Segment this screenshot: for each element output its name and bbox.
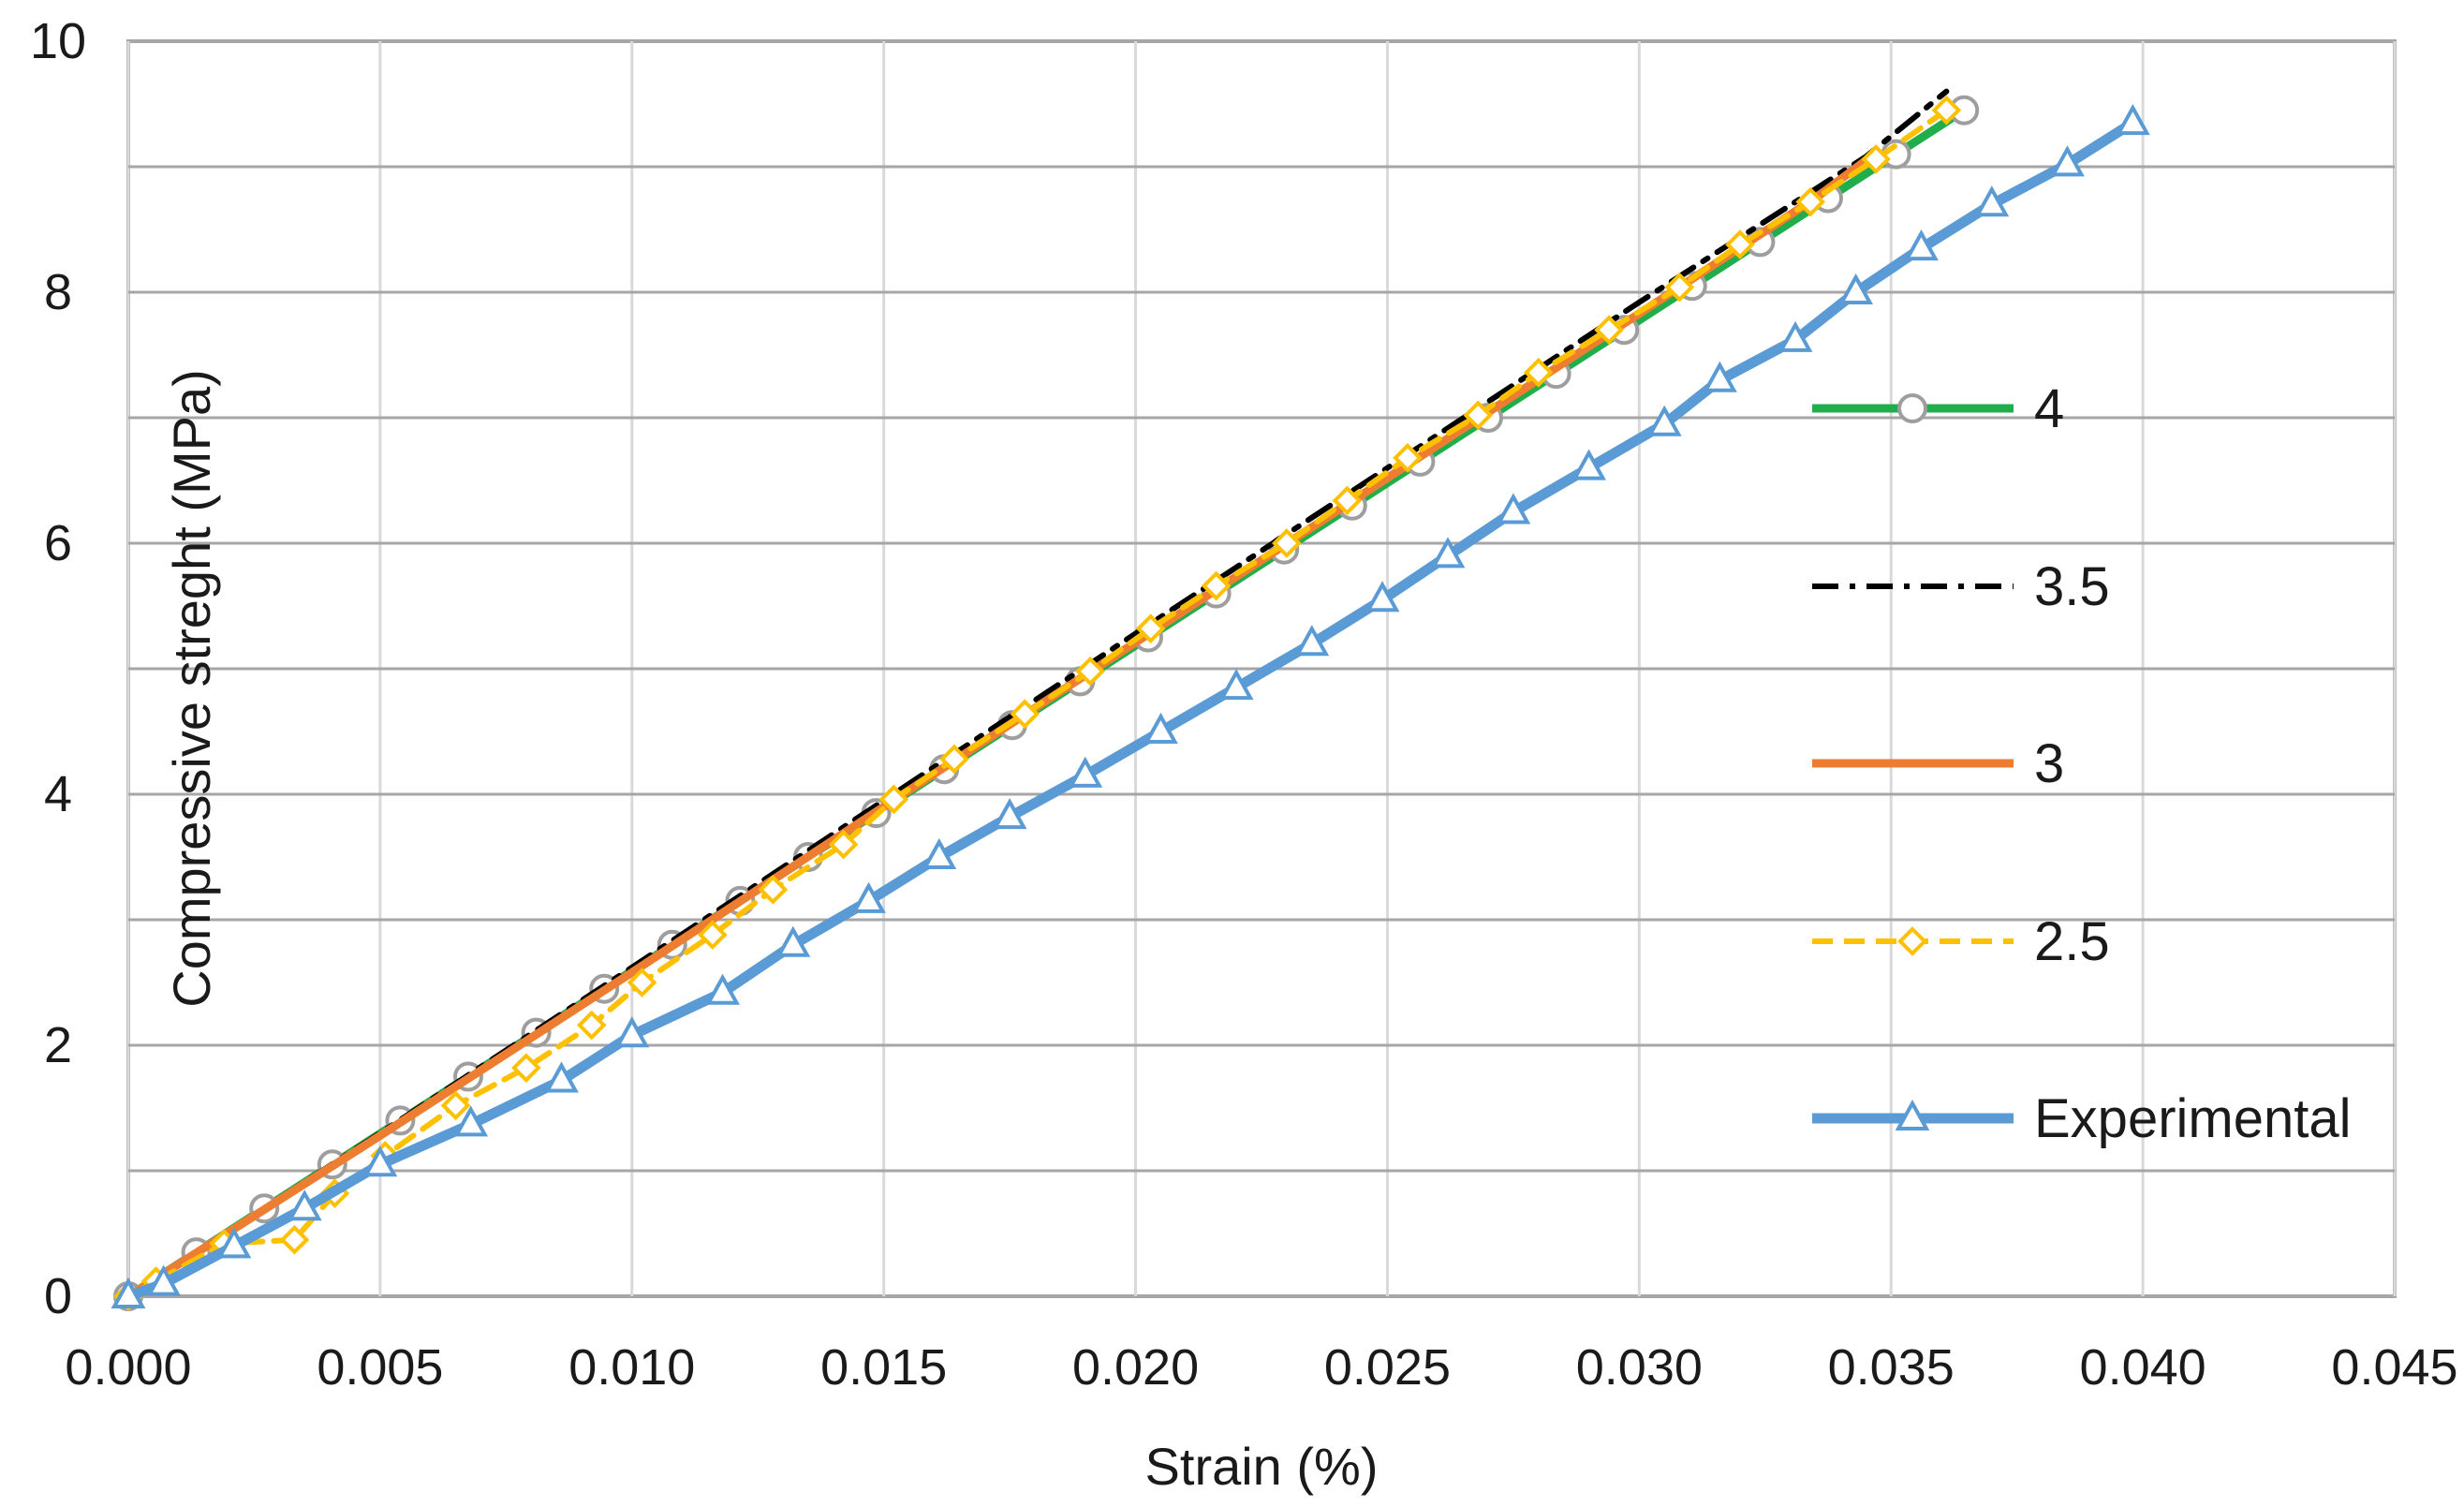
y-tick-label: 8 [44, 264, 72, 320]
legend-marker [1899, 395, 1925, 421]
y-tick-label: 0 [44, 1268, 72, 1324]
x-tick-label: 0.030 [1576, 1339, 1703, 1396]
x-tick-label: 0.015 [820, 1339, 947, 1396]
y-axis-title: Compressive streght (MPa) [162, 369, 221, 1008]
legend-label: 4 [2034, 378, 2064, 439]
x-tick-label: 0.045 [2331, 1339, 2457, 1396]
x-tick-label: 0.005 [317, 1339, 443, 1396]
y-tick-label: 4 [44, 766, 72, 822]
legend-label: 2.5 [2034, 911, 2110, 972]
y-tick-label: 6 [44, 515, 72, 571]
x-tick-labels: 0.000 0.005 0.010 0.015 0.020 0.025 0.030 0.035… [65, 1339, 2457, 1396]
x-tick-label: 0.000 [65, 1339, 191, 1396]
y-tick-label: 10 [30, 13, 86, 69]
x-tick-label: 0.020 [1072, 1339, 1199, 1396]
x-tick-label: 0.010 [568, 1339, 695, 1396]
y-tick-labels: 0 2 4 6 8 10 [30, 13, 86, 1324]
y-tick-label: 2 [44, 1017, 72, 1073]
x-tick-label: 0.040 [2080, 1339, 2206, 1396]
x-tick-label: 0.025 [1324, 1339, 1451, 1396]
legend-label: Experimental [2034, 1088, 2351, 1149]
x-axis-title: Strain (%) [1145, 1437, 1379, 1496]
legend-label: 3.5 [2034, 556, 2110, 617]
legend-label: 3 [2034, 733, 2064, 794]
x-tick-label: 0.035 [1828, 1339, 1955, 1396]
